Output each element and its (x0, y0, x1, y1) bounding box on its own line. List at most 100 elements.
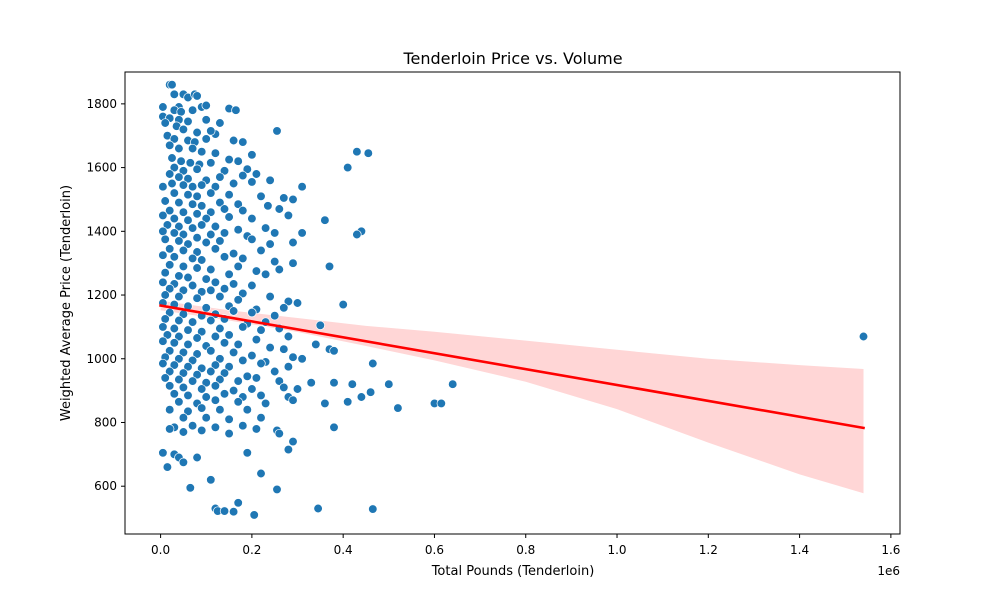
data-point-134 (228, 248, 239, 259)
data-point-125 (201, 237, 211, 248)
data-point-49 (224, 154, 234, 165)
data-point-201 (158, 322, 168, 332)
data-point-171 (174, 291, 184, 302)
data-point-223 (311, 339, 321, 350)
data-point-8 (158, 102, 168, 112)
plot-area (158, 80, 869, 520)
data-point-1 (167, 80, 177, 90)
data-point-271 (178, 382, 189, 393)
data-point-28 (272, 126, 282, 136)
data-point-40 (210, 148, 221, 158)
data-point-39 (197, 147, 207, 157)
data-point-157 (260, 269, 271, 279)
data-point-145 (178, 261, 189, 272)
data-point-62 (238, 170, 248, 181)
data-point-317 (274, 428, 284, 439)
data-point-257 (160, 373, 170, 383)
data-point-193 (160, 314, 170, 324)
data-point-55 (242, 164, 252, 174)
data-point-51 (169, 162, 179, 173)
data-point-245 (210, 360, 221, 370)
data-point-107 (197, 220, 207, 230)
data-point-313 (197, 425, 207, 436)
data-point-320 (158, 448, 168, 458)
data-point-195 (187, 317, 198, 327)
data-point-95 (274, 204, 284, 214)
data-point-252 (192, 370, 202, 380)
data-point-315 (251, 424, 262, 434)
data-point-174 (233, 295, 243, 305)
data-point-302 (242, 405, 252, 415)
data-point-164 (165, 284, 175, 294)
data-point-124 (183, 239, 193, 249)
data-point-126 (215, 236, 225, 246)
data-point-167 (206, 285, 216, 295)
data-point-57 (165, 169, 175, 179)
data-point-74 (169, 188, 179, 198)
data-point-234 (174, 354, 184, 364)
data-point-156 (224, 269, 234, 279)
data-point-306 (256, 413, 266, 423)
data-point-277 (292, 384, 303, 394)
data-point-192 (270, 311, 280, 321)
y-axis-ticks: 600 800 1000 1200 1400 1600 1800 (86, 97, 125, 493)
data-point-147 (206, 264, 216, 275)
data-point-42 (352, 147, 362, 157)
data-point-149 (251, 266, 262, 276)
data-point-63 (251, 169, 262, 179)
data-point-308 (187, 421, 198, 431)
data-point-163 (247, 280, 257, 291)
data-point-258 (174, 374, 184, 385)
data-point-148 (233, 261, 243, 272)
data-point-94 (238, 205, 248, 216)
data-point-207 (256, 325, 266, 335)
data-point-236 (215, 354, 225, 364)
y-tick-label: 1000 (86, 352, 117, 366)
data-point-209 (162, 330, 173, 340)
data-point-299 (183, 406, 193, 416)
data-point-272 (197, 384, 207, 394)
data-point-138 (187, 253, 198, 264)
data-point-22 (160, 118, 170, 128)
data-point-50 (233, 156, 243, 166)
data-point-97 (169, 213, 179, 224)
data-point-72 (297, 182, 307, 192)
data-point-38 (187, 143, 198, 154)
data-point-241 (158, 358, 168, 369)
data-point-301 (215, 405, 225, 415)
data-point-161 (210, 277, 221, 287)
data-point-214 (251, 334, 262, 345)
data-point-235 (187, 355, 198, 366)
data-point-338 (313, 503, 323, 514)
data-point-114 (192, 233, 202, 243)
data-point-318 (329, 422, 339, 432)
data-point-294 (343, 397, 353, 407)
data-point-220 (219, 338, 230, 348)
data-point-109 (233, 225, 243, 235)
data-point-170 (160, 290, 170, 300)
data-point-248 (283, 362, 294, 372)
data-point-35 (238, 137, 248, 147)
data-point-154 (183, 272, 193, 283)
data-point-81 (288, 194, 298, 205)
x-tick-label: 0.8 (516, 543, 535, 557)
data-point-265 (306, 378, 316, 388)
data-point-136 (158, 250, 168, 260)
data-point-291 (260, 398, 271, 409)
data-point-89 (165, 205, 175, 216)
data-point-290 (233, 397, 243, 407)
regression-line (159, 304, 865, 430)
data-point-176 (283, 296, 294, 307)
data-point-91 (192, 209, 202, 219)
data-point-11 (187, 105, 198, 115)
data-point-242 (169, 360, 179, 370)
data-point-196 (206, 315, 216, 326)
data-point-329 (256, 468, 266, 479)
data-point-87 (233, 199, 243, 209)
data-point-303 (178, 413, 189, 423)
data-point-69 (228, 178, 239, 189)
data-point-135 (256, 245, 266, 256)
data-point-5 (192, 91, 202, 101)
data-point-191 (247, 307, 257, 318)
